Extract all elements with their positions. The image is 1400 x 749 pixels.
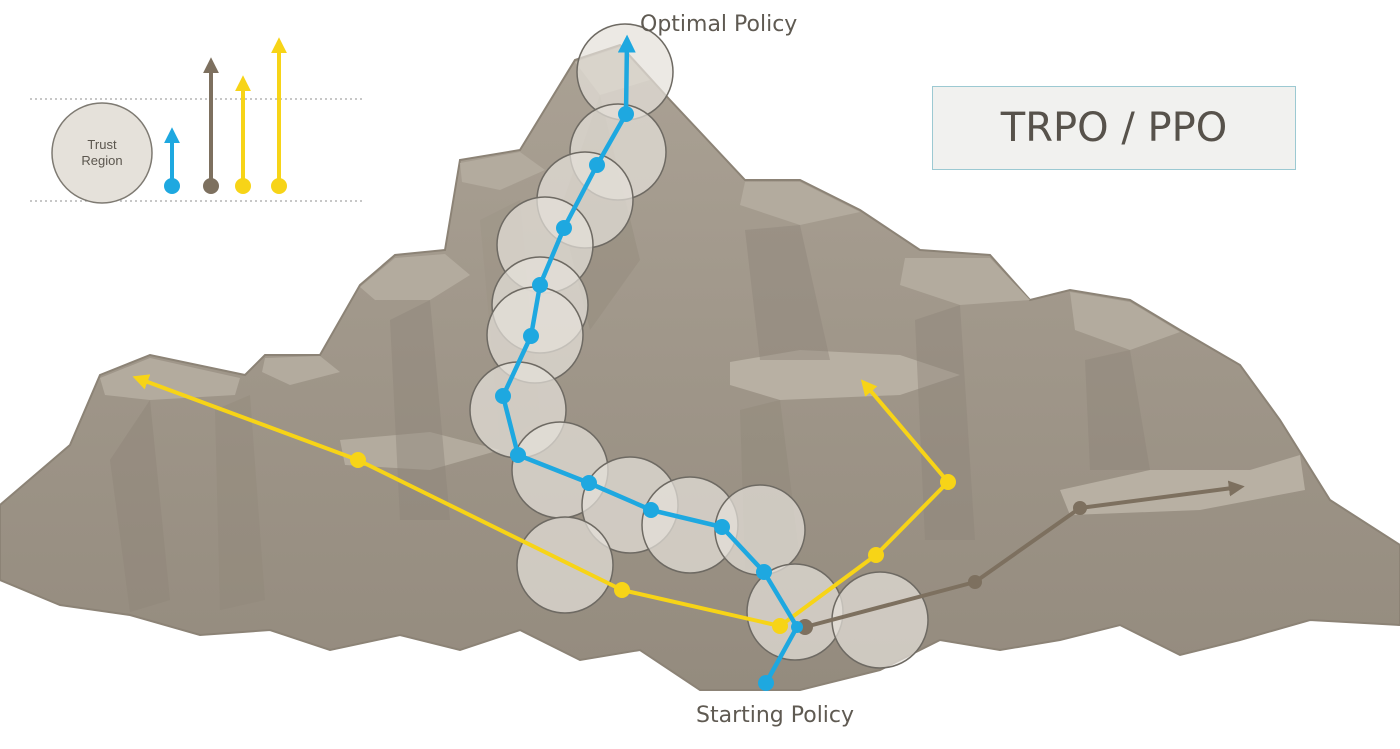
- legend-arrow-yellow-long: [271, 37, 287, 194]
- legend-arrow-blue: [164, 127, 180, 194]
- trust-circle: [516, 516, 614, 614]
- trust-region-circles: [469, 23, 929, 669]
- legend-trust-line1: Trust: [87, 137, 117, 152]
- legend-trust-region-label: Trust Region: [52, 103, 152, 203]
- optimal-policy-label: Optimal Policy: [640, 12, 798, 37]
- starting-policy-label: Starting Policy: [696, 703, 855, 728]
- method-title-box: TRPO / PPO: [932, 86, 1296, 170]
- legend-trust-line2: Region: [81, 153, 123, 168]
- legend-arrow-brown: [203, 57, 219, 194]
- legend-arrow-yellow-medium: [235, 75, 251, 194]
- yellow-path-right: [778, 379, 956, 628]
- legend-trust-region-circle: [51, 102, 153, 204]
- blue-path: [495, 34, 803, 691]
- trust-circle: [831, 571, 929, 669]
